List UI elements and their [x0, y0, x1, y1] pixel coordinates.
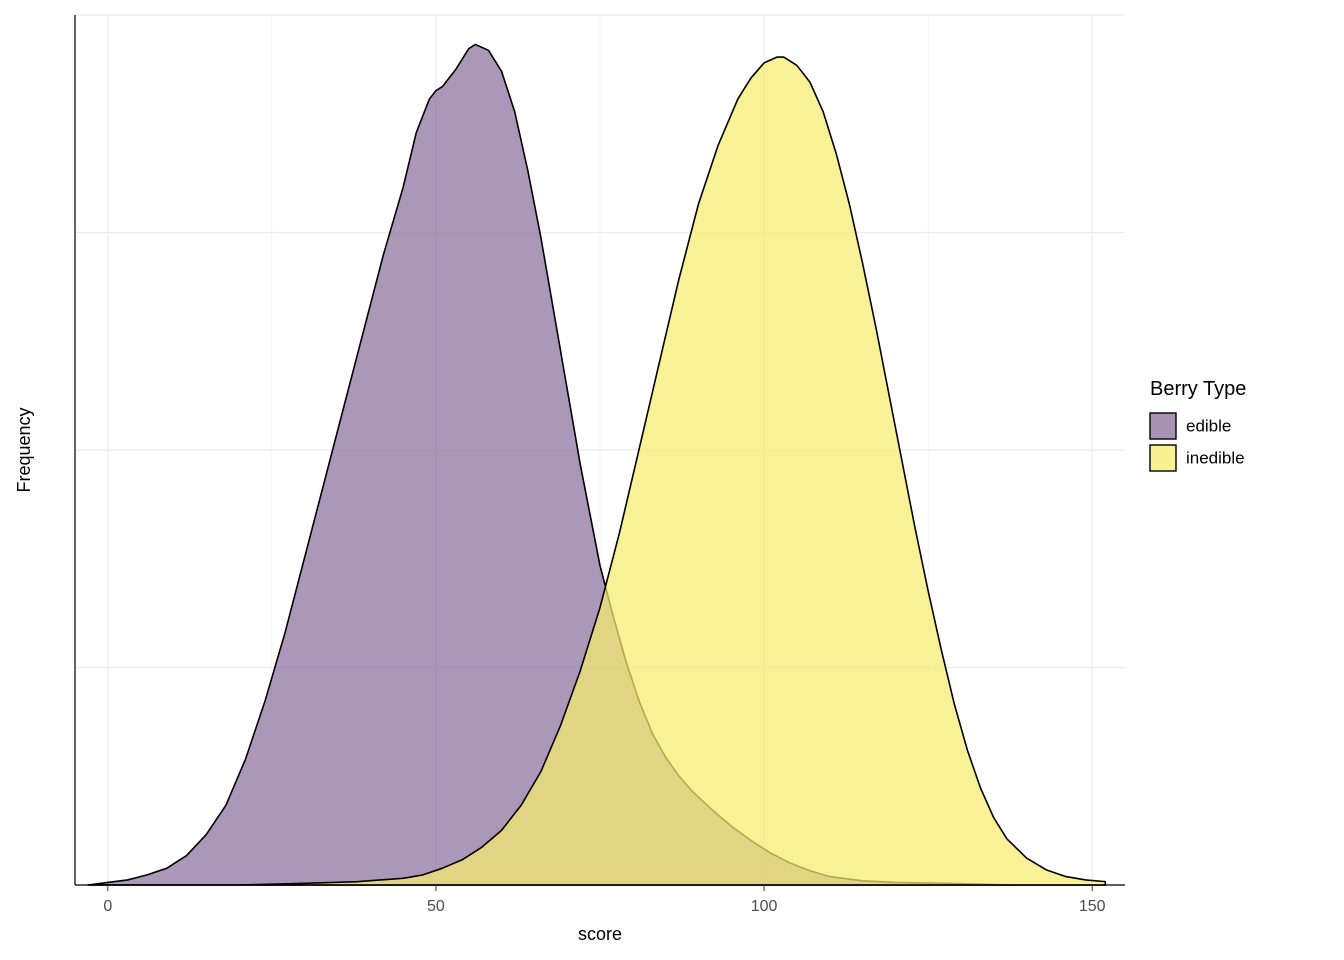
legend-swatch-inedible [1150, 445, 1176, 471]
legend-title: Berry Type [1150, 378, 1246, 400]
legend-label-edible: edible [1186, 417, 1231, 436]
density-chart: 0 50 100 150 score Frequency Berry Type edible i… [0, 0, 1344, 960]
x-axis-label: score [578, 924, 622, 944]
x-tick-label: 100 [751, 898, 778, 915]
legend-label-inedible: inedible [1186, 449, 1245, 468]
y-axis-label: Frequency [14, 407, 34, 492]
legend: Berry Type edible inedible [1150, 378, 1246, 471]
x-tick-label: 150 [1079, 898, 1106, 915]
x-tick-label: 50 [427, 898, 445, 915]
x-tick-label: 0 [103, 898, 112, 915]
chart-svg: 0 50 100 150 score Frequency Berry Type edible i… [0, 0, 1344, 960]
legend-swatch-edible [1150, 413, 1176, 439]
